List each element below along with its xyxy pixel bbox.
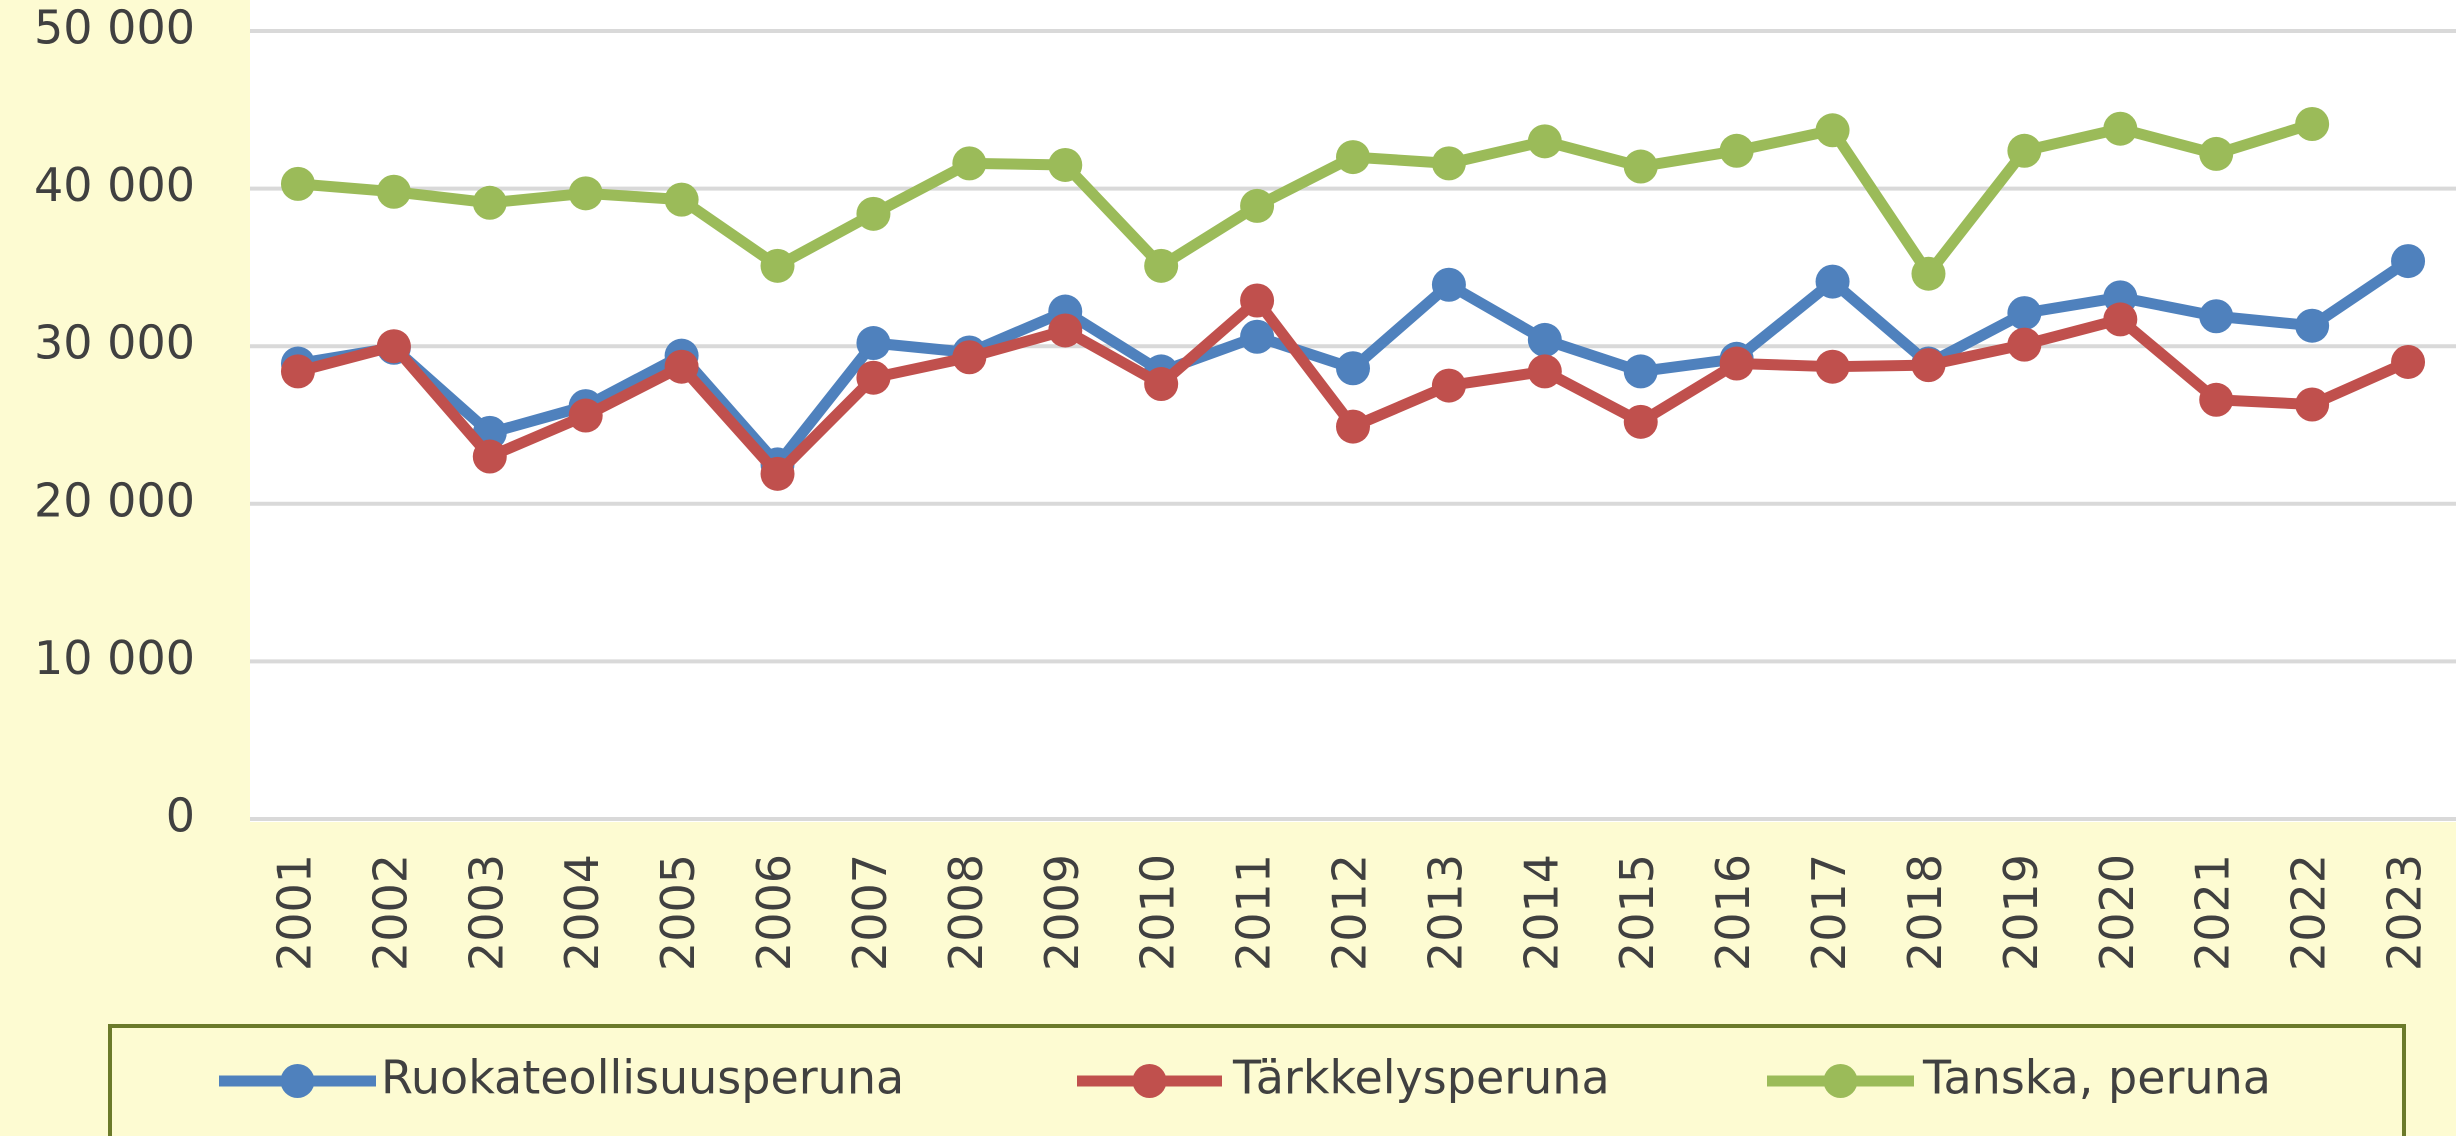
- data-point: [2007, 296, 2042, 331]
- data-point: [1527, 322, 1562, 357]
- data-point: [664, 349, 699, 384]
- data-point: [2295, 106, 2330, 141]
- x-tick-label: 2009: [1035, 854, 1089, 971]
- x-tick-label: 2014: [1514, 854, 1568, 971]
- data-point: [568, 398, 603, 433]
- data-point: [1048, 147, 1083, 182]
- data-point: [376, 329, 411, 364]
- x-tick-label: 2003: [459, 854, 513, 971]
- data-point: [1623, 404, 1658, 439]
- x-tick-label: 2001: [267, 854, 321, 971]
- data-point: [664, 182, 699, 217]
- data-point: [1431, 267, 1466, 302]
- x-tick-label: 2006: [747, 854, 801, 971]
- legend-box: [108, 1024, 2406, 1136]
- data-point: [1527, 354, 1562, 389]
- data-point: [1623, 354, 1658, 389]
- data-point: [1336, 351, 1370, 386]
- data-point: [2295, 387, 2330, 422]
- x-tick-label: 2007: [843, 854, 897, 971]
- data-point: [1336, 409, 1370, 444]
- data-point: [1815, 264, 1850, 299]
- data-point: [2199, 136, 2234, 171]
- data-point: [1240, 319, 1275, 354]
- data-point: [2391, 244, 2426, 279]
- x-tick-label: 2013: [1418, 854, 1472, 971]
- data-point: [1431, 146, 1466, 181]
- x-tick-label: 2010: [1131, 854, 1185, 971]
- data-point: [376, 174, 411, 209]
- data-point: [1911, 256, 1946, 291]
- x-tick-label: 2020: [2090, 854, 2144, 971]
- data-point: [568, 176, 603, 211]
- x-tick-label: 2018: [1898, 854, 1952, 971]
- data-point: [1623, 149, 1658, 184]
- data-point: [1815, 113, 1850, 148]
- data-point: [1336, 140, 1370, 175]
- x-tick-label: 2021: [2186, 854, 2240, 971]
- data-point: [2199, 299, 2234, 334]
- series-line: [297, 118, 2314, 280]
- legend-label: Ruokateollisuusperuna: [381, 1051, 904, 1105]
- x-tick-label: 2019: [1994, 854, 2048, 971]
- data-point: [2199, 382, 2234, 417]
- data-point: [2103, 111, 2138, 146]
- data-point: [760, 456, 795, 491]
- y-tick-label: 20 000: [34, 473, 195, 527]
- legend-label: Tärkkelysperuna: [1232, 1051, 1610, 1105]
- data-point: [1815, 349, 1850, 384]
- x-tick-label: 2004: [555, 854, 609, 971]
- legend-label: Tanska, peruna: [1922, 1051, 2271, 1105]
- data-point: [1048, 313, 1083, 348]
- legend-marker: [1132, 1064, 1167, 1098]
- y-tick-label: 30 000: [34, 316, 195, 370]
- data-point: [952, 146, 987, 181]
- y-tick-label: 50 000: [34, 1, 195, 55]
- data-point: [280, 354, 315, 389]
- x-tick-label: 2022: [2282, 854, 2336, 971]
- data-point: [2007, 133, 2042, 168]
- data-point: [856, 360, 891, 395]
- x-tick-label: 2011: [1227, 854, 1281, 971]
- data-point: [2295, 308, 2330, 343]
- x-tick-label: 2023: [2378, 854, 2432, 971]
- data-point: [760, 248, 795, 283]
- y-tick-label: 40 000: [34, 158, 195, 212]
- data-point: [1144, 367, 1179, 402]
- x-tick-label: 2002: [363, 854, 417, 971]
- data-point: [2103, 302, 2138, 337]
- data-point: [280, 166, 315, 201]
- y-tick-label: 10 000: [34, 631, 195, 685]
- x-tick-label: 2015: [1610, 854, 1664, 971]
- data-point: [2007, 327, 2042, 362]
- x-tick-label: 2012: [1323, 854, 1377, 971]
- x-tick-label: 2005: [651, 854, 705, 971]
- data-point: [472, 185, 507, 220]
- data-point: [472, 439, 507, 474]
- data-point: [1144, 248, 1179, 283]
- data-point: [1911, 348, 1946, 383]
- legend-marker: [280, 1064, 315, 1098]
- data-point: [2391, 344, 2426, 379]
- x-tick-label: 2008: [939, 854, 993, 971]
- x-tick-label: 2017: [1802, 854, 1856, 971]
- data-point: [856, 196, 891, 231]
- data-point: [952, 340, 987, 375]
- data-point: [1240, 283, 1275, 318]
- legend-marker: [1823, 1064, 1858, 1098]
- data-point: [1527, 124, 1562, 159]
- data-point: [1719, 346, 1754, 381]
- y-tick-label: 0: [166, 789, 195, 843]
- data-point: [856, 326, 891, 361]
- data-point: [1240, 188, 1275, 223]
- data-point: [1719, 133, 1754, 168]
- x-tick-label: 2016: [1706, 854, 1760, 971]
- data-point: [1431, 368, 1466, 403]
